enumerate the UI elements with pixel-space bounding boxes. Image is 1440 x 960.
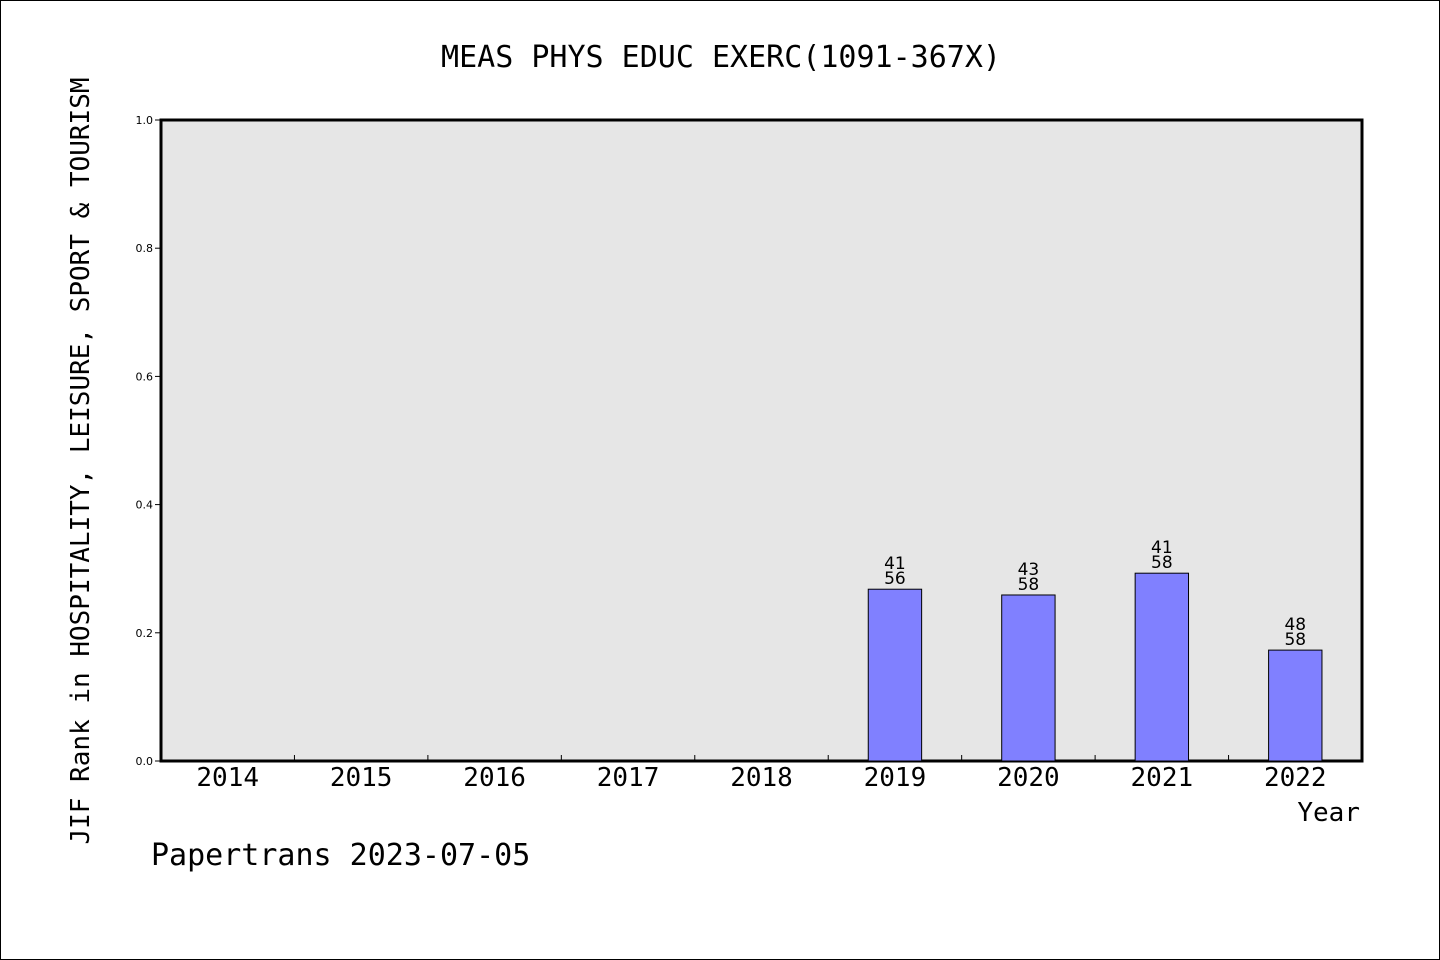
bar-2019	[867, 588, 923, 762]
x-axis: 2014 2015 2016 2017 2018 2019 2020 2021 2022	[196, 755, 1327, 793]
bar-label-rank: 48	[1284, 615, 1306, 635]
x-tick-label: 2017	[597, 763, 660, 793]
bar-label-total: 58	[1151, 553, 1173, 573]
x-tick-label: 2019	[864, 763, 927, 793]
y-tick-label: 0.2	[136, 627, 154, 640]
x-tick-label: 2018	[730, 763, 793, 793]
bar-label-total: 58	[1018, 575, 1040, 595]
footer-text: Papertrans 2023-07-05	[151, 838, 530, 873]
y-tick-label: 0.6	[136, 370, 154, 383]
x-tick-label: 2016	[463, 763, 526, 793]
bar-label-rank: 41	[1151, 538, 1173, 558]
bar-label-total: 58	[1284, 630, 1306, 650]
bar-2022	[1268, 649, 1323, 762]
bar-2020	[1001, 594, 1056, 762]
y-axis: 0.0 0.2 0.4 0.6 0.8 1.0	[136, 114, 161, 768]
x-axis-label: Year	[1297, 798, 1360, 828]
bar-2021	[1134, 572, 1190, 762]
bar-label-rank: 43	[1018, 560, 1040, 580]
bar-label-total: 56	[884, 569, 906, 589]
x-tick-label: 2014	[196, 763, 259, 793]
y-tick-label: 0.4	[136, 499, 154, 512]
chart-title: MEAS PHYS EDUC EXERC(1091-367X)	[441, 40, 1001, 75]
y-axis-label: JIF Rank in HOSPITALITY, LEISURE, SPORT …	[66, 77, 96, 844]
x-tick-label: 2022	[1264, 763, 1327, 793]
x-tick-label: 2015	[330, 763, 393, 793]
x-tick-label: 2021	[1131, 763, 1194, 793]
y-tick-label: 0.8	[136, 242, 154, 255]
y-tick-label: 1.0	[136, 114, 154, 127]
bar-label-rank: 41	[884, 554, 906, 574]
y-tick-label: 0.0	[136, 755, 154, 768]
x-tick-label: 2020	[997, 763, 1060, 793]
